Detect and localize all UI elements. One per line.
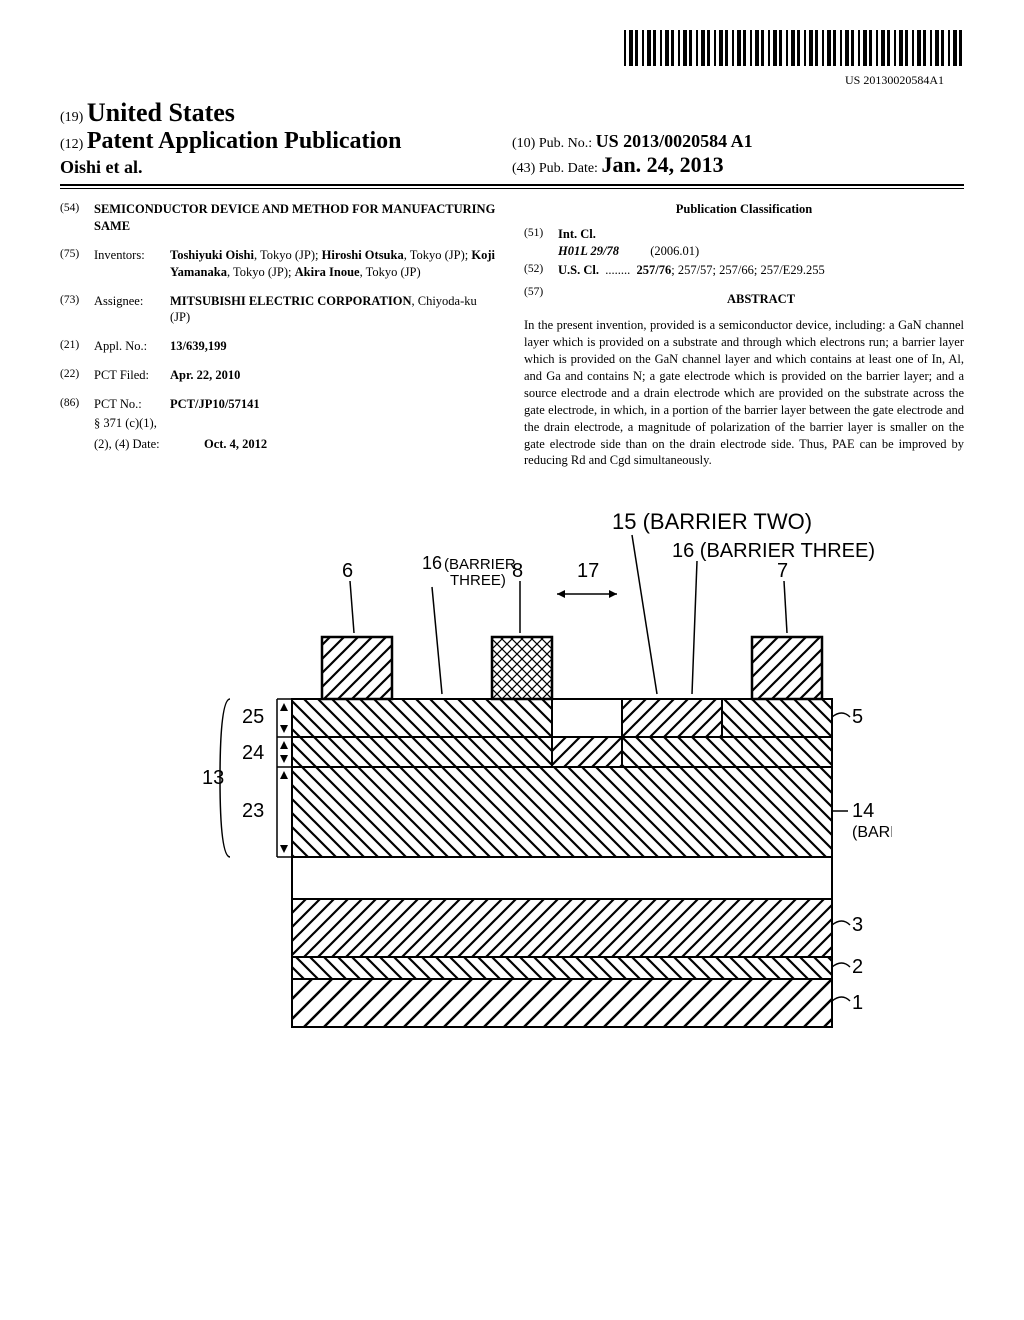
pctfiled-value: Apr. 22, 2010 (170, 367, 500, 384)
fig-label-7: 7 (777, 560, 788, 582)
pub-no-label: Pub. No.: (539, 136, 592, 151)
value-24date-bold: Oct. 4, 2012 (204, 437, 267, 451)
uscl-block: U.S. Cl. ........ 257/76; 257/57; 257/66… (558, 262, 964, 279)
fig-label-1: 1 (852, 992, 863, 1014)
code-86: (86) (60, 396, 94, 413)
barcode-text: US 20130020584A1 (60, 73, 944, 88)
pub-date-line: (43) Pub. Date: Jan. 24, 2013 (512, 152, 964, 178)
code-57: (57) (524, 285, 558, 314)
field-73: (73) Assignee: MITSUBISHI ELECTRIC CORPO… (60, 293, 500, 327)
right-column: Publication Classification (51) Int. Cl.… (524, 201, 964, 469)
fig-label-25: 25 (242, 706, 264, 728)
fig-label-3: 3 (852, 914, 863, 936)
two-column-body: (54) SEMICONDUCTOR DEVICE AND METHOD FOR… (60, 201, 964, 469)
fig-label-8: 8 (512, 560, 523, 582)
country-name: United States (87, 98, 235, 127)
field-22: (22) PCT Filed: Apr. 22, 2010 (60, 367, 500, 384)
pub-type: Patent Application Publication (87, 128, 402, 154)
field-21: (21) Appl. No.: 13/639,199 (60, 338, 500, 355)
header-row: (19) United States (12) Patent Applicati… (60, 98, 964, 178)
field-52: (52) U.S. Cl. ........ 257/76; 257/57; 2… (524, 262, 964, 279)
label-pctfiled: PCT Filed: (94, 367, 170, 384)
uscl-dots: ........ (605, 263, 630, 277)
field-51: (51) Int. Cl. H01L 29/78 (2006.01) (524, 226, 964, 260)
label-24date: (2), (4) Date: (94, 436, 204, 453)
assignee-value: MITSUBISHI ELECTRIC CORPORATION, Chiyoda… (170, 293, 500, 327)
code-19: (19) (60, 110, 83, 125)
abstract-header: ABSTRACT (558, 291, 964, 308)
fig-label-23: 23 (242, 800, 264, 822)
pub-date-value: Jan. 24, 2013 (601, 152, 723, 177)
field-86-sub2: (2), (4) Date: Oct. 4, 2012 (60, 436, 500, 453)
divider-thick (60, 184, 964, 186)
code-10: (10) (512, 136, 535, 151)
intcl-class: H01L 29/78 (558, 244, 619, 258)
applno-value: 13/639,199 (170, 338, 500, 355)
left-column: (54) SEMICONDUCTOR DEVICE AND METHOD FOR… (60, 201, 500, 469)
field-54: (54) SEMICONDUCTOR DEVICE AND METHOD FOR… (60, 201, 500, 235)
fig-label-13: 13 (202, 767, 224, 789)
label-pctno: PCT No.: (94, 396, 170, 413)
code-22: (22) (60, 367, 94, 384)
fig-label-5: 5 (852, 706, 863, 728)
pctno-bold: PCT/JP10/57141 (170, 397, 260, 411)
label-uscl: U.S. Cl. (558, 263, 599, 277)
field-86: (86) PCT No.: PCT/JP10/57141 (60, 396, 500, 413)
pctno-value: PCT/JP10/57141 (170, 396, 500, 413)
field-57: (57) ABSTRACT (524, 285, 964, 314)
value-24date: Oct. 4, 2012 (204, 436, 267, 453)
fig-label-16r: 16 (BARRIER THREE) (672, 540, 875, 562)
barcode-area: US 20130020584A1 (60, 30, 964, 88)
code-52: (52) (524, 262, 558, 279)
label-assignee: Assignee: (94, 293, 170, 327)
label-inventors: Inventors: (94, 247, 170, 281)
author-line: Oishi et al. (60, 157, 512, 178)
abstract-body: In the present invention, provided is a … (524, 317, 964, 469)
pctfiled-bold: Apr. 22, 2010 (170, 368, 240, 382)
pub-no-line: (10) Pub. No.: US 2013/0020584 A1 (512, 131, 964, 152)
fig-label-14b: (BARRIER ONE) (852, 824, 892, 841)
intcl-block: Int. Cl. H01L 29/78 (2006.01) (558, 226, 964, 260)
code-51: (51) (524, 226, 558, 260)
pub-date-label: Pub. Date: (539, 161, 598, 176)
fig-label-24: 24 (242, 742, 264, 764)
code-54: (54) (60, 201, 94, 235)
divider-thin (60, 188, 964, 189)
fig-label-16l-b2: THREE) (450, 572, 506, 589)
label-371: § 371 (c)(1), (94, 415, 204, 432)
header-right: (10) Pub. No.: US 2013/0020584 A1 (43) P… (512, 131, 964, 178)
fig-label-16l: 16 (422, 553, 442, 573)
field-75: (75) Inventors: Toshiyuki Oishi, Tokyo (… (60, 247, 500, 281)
country-line: (19) United States (60, 98, 512, 128)
fig-label-14a: 14 (852, 800, 874, 822)
code-43: (43) (512, 161, 535, 176)
fig-label-2: 2 (852, 956, 863, 978)
pub-type-line: (12) Patent Application Publication (60, 128, 512, 155)
inventors-value: Toshiyuki Oishi, Tokyo (JP); Hiroshi Ots… (170, 247, 500, 281)
field-86-sub1: § 371 (c)(1), (60, 415, 500, 432)
figure-wrap: 15 (BARRIER TWO) 16 (BARRIER THREE) 6 16… (60, 499, 964, 1064)
code-21: (21) (60, 338, 94, 355)
code-75: (75) (60, 247, 94, 281)
title-value: SEMICONDUCTOR DEVICE AND METHOD FOR MANU… (94, 201, 500, 235)
fig-label-16l-b1: (BARRIER (444, 556, 516, 573)
patent-figure: 15 (BARRIER TWO) 16 (BARRIER THREE) 6 16… (132, 499, 892, 1059)
barcode-graphic (624, 30, 964, 66)
label-intcl: Int. Cl. (558, 227, 596, 241)
code-73: (73) (60, 293, 94, 327)
label-applno: Appl. No.: (94, 338, 170, 355)
fig-label-6: 6 (342, 560, 353, 582)
code-12: (12) (60, 137, 83, 152)
pub-no-value: US 2013/0020584 A1 (596, 131, 753, 151)
classification-header: Publication Classification (524, 201, 964, 218)
fig-label-15: 15 (BARRIER TWO) (612, 509, 812, 534)
fig-label-17: 17 (577, 560, 599, 582)
applno-bold: 13/639,199 (170, 339, 227, 353)
header-left: (19) United States (12) Patent Applicati… (60, 98, 512, 178)
intcl-version: (2006.01) (650, 244, 699, 258)
